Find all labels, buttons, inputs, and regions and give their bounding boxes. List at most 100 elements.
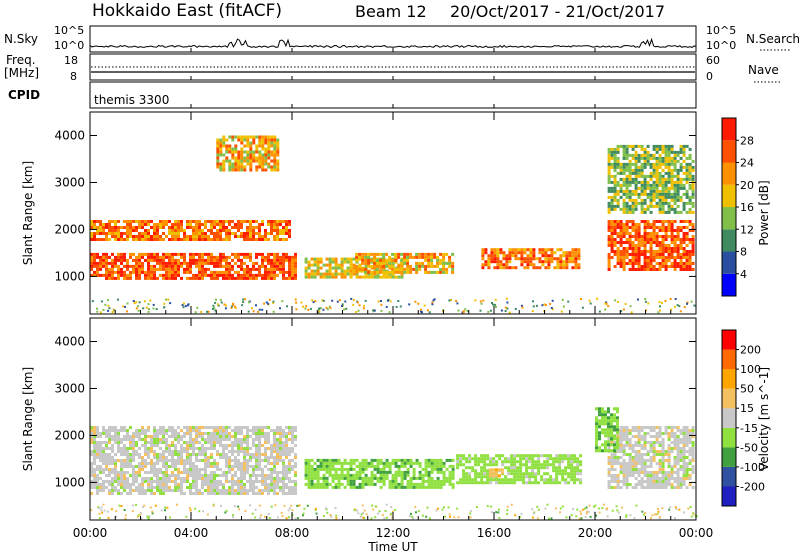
echo-cell-r6 [655,201,659,205]
echo-cell-r1 [436,479,440,483]
echo-cell-r1 [219,252,222,256]
near-range-echo [341,303,344,306]
near-range-echo [265,301,268,304]
echo-cell-r0 [273,435,276,438]
echo-cell-r0 [105,486,108,489]
echo-cell-r2 [471,466,475,470]
echo-cell-r6 [664,195,668,199]
echo-cell-r1 [177,273,180,277]
near-range-echo [464,308,467,311]
echo-cell-r6 [649,204,653,208]
echo-cell-r1 [403,461,407,465]
echo-cell-r1 [355,464,359,468]
echo-cell-r7 [240,156,244,160]
echo-cell-r0 [264,489,267,492]
echo-cell-r0 [153,238,156,241]
echo-cell-r1 [291,273,294,277]
echo-cell-r4 [649,477,653,480]
echo-cell-r0 [216,238,219,241]
echo-cell-r0 [225,447,228,450]
echo-cell-r0 [177,435,180,438]
echo-cell-r2 [546,478,550,482]
echo-cell-r1 [331,476,335,480]
echo-cell-r3 [421,255,425,259]
echo-cell-r2 [370,260,374,264]
echo-cell-r2 [519,472,523,476]
echo-cell-r4 [628,483,632,486]
echo-cell-r2 [334,260,338,264]
echo-cell-r0 [198,459,201,462]
echo-cell-r0 [252,438,255,441]
echo-cell-r1 [307,476,311,480]
echo-cell-r1 [382,479,386,483]
echo-cell-r0 [174,220,177,223]
echo-cell-r0 [141,426,144,429]
echo-cell-r4 [673,441,677,444]
echo-cell-r5 [643,268,647,271]
echo-cell-r0 [228,426,231,429]
echo-cell-r0 [258,480,261,483]
echo-cell-r0 [189,483,192,486]
echo-cell-r6 [628,171,632,175]
echo-cell-r0 [267,426,270,429]
echo-cell-r3 [370,258,374,262]
echo-cell-r0 [162,474,165,477]
echo-cell-r0 [162,450,165,453]
echo-cell-r2 [537,469,541,473]
echo-cell-r0 [216,429,219,432]
near-range-echo [659,309,661,312]
echo-cell-r0 [177,432,180,435]
echo-cell-r5 [664,226,668,229]
echo-cell-r6 [613,192,617,196]
echo-cell-r0 [282,468,285,471]
echo-cell-r3 [373,264,377,268]
echo-cell-r6 [646,162,650,166]
echo-cell-r1 [90,255,93,259]
echo-cell-r0 [231,465,234,468]
echo-cell-r2 [522,463,526,467]
echo-cell-r2 [328,260,332,264]
near-range-echo [169,302,172,305]
echo-cell-r2 [570,469,574,473]
echo-cell-r0 [240,426,243,429]
echo-cell-r7 [225,156,229,160]
echo-cell-r0 [189,447,192,450]
echo-cell-r1 [433,458,437,462]
echo-cell-r6 [631,204,635,208]
echo-cell-r2 [537,460,541,464]
echo-cell-r1 [313,476,317,480]
echo-cell-r2 [519,475,523,479]
echo-cell-r1 [403,464,407,468]
echo-cell-r0 [144,471,147,474]
echo-cell-r7 [261,144,265,148]
echo-cell-r0 [180,483,183,486]
echo-cell-r1 [99,273,102,277]
echo-cell-r0 [273,444,276,447]
echo-cell-r0 [249,429,252,432]
echo-cell-r0 [285,223,288,226]
echo-cell-r5 [667,247,671,250]
echo-cell-r0 [285,232,288,235]
echo-cell-r3 [376,252,380,256]
echo-cell-r5 [607,268,611,271]
echo-cell-r1 [310,464,314,468]
echo-cell-r0 [225,438,228,441]
echo-cell-r0 [117,435,120,438]
echo-cell-r0 [201,450,204,453]
echo-cell-r1 [436,467,440,471]
echo-cell-r5 [649,262,653,265]
echo-cell-r0 [141,220,144,223]
echo-cell-r2 [543,466,547,470]
echo-cell-r1 [255,261,258,265]
echo-cell-r5 [673,238,677,241]
echo-cell-r0 [126,220,129,223]
echo-cell-r6 [655,192,659,196]
echo-cell-r2 [364,263,368,267]
echo-cell-r6 [637,195,641,199]
echo-cell-r2 [558,469,562,473]
echo-cell-r3 [376,264,380,268]
echo-cell-r6 [613,198,617,202]
echo-cell-r0 [258,474,261,477]
echo-cell-r0 [174,432,177,435]
echo-cell-r0 [177,226,180,229]
